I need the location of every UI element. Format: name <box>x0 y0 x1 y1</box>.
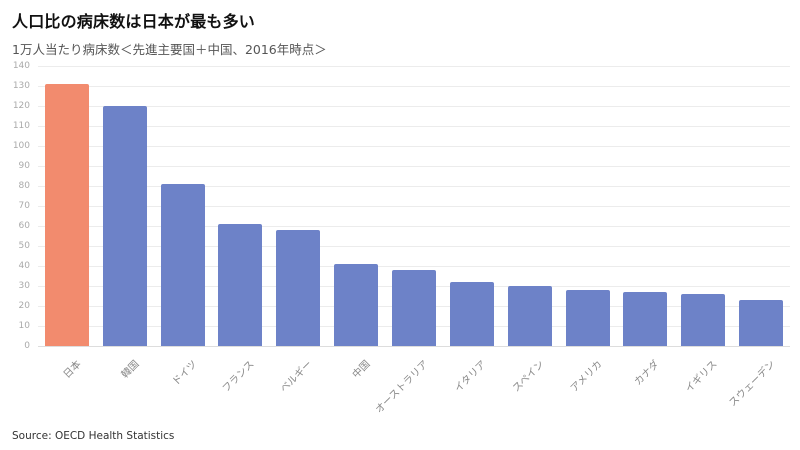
y-axis-tick-label: 100 <box>12 141 30 151</box>
gridline <box>38 146 790 147</box>
chart-footer: Source: OECD Health Statistics <box>12 430 174 442</box>
x-axis-line <box>38 346 790 347</box>
gridline <box>38 86 790 87</box>
gridline <box>38 226 790 227</box>
y-axis-tick-label: 90 <box>18 161 30 171</box>
bar-chart: 0 10 20 30 40 50 60 70 80 90 100 110 120 130 140 日本 韓国 ドイ… <box>0 58 800 418</box>
bar-韓国[interactable] <box>102 106 147 346</box>
chart-header: 人口比の病床数は日本が最も多い 1万人当たり病床数＜先進主要国＋中国、2016年… <box>12 8 788 58</box>
bar-中国[interactable] <box>334 264 379 346</box>
bar-スウェーデン[interactable] <box>739 300 784 346</box>
bar-オーストラリア[interactable] <box>392 270 436 346</box>
bar-イギリス[interactable] <box>681 294 726 346</box>
chart-title: 人口比の病床数は日本が最も多い <box>12 12 256 31</box>
y-axis-tick-label: 50 <box>18 241 30 251</box>
y-axis-tick-label: 110 <box>12 121 30 131</box>
gridline <box>38 126 790 127</box>
gridline <box>38 206 790 207</box>
bar-フランス[interactable] <box>218 224 263 346</box>
y-axis-tick-label: 0 <box>24 341 30 351</box>
gridline <box>38 266 790 267</box>
y-axis-tick-label: 40 <box>18 261 30 271</box>
y-axis-tick-label: 20 <box>18 301 30 311</box>
gridline <box>38 166 790 167</box>
bar-日本[interactable] <box>44 84 89 346</box>
bar-ドイツ[interactable] <box>160 184 205 346</box>
gridline <box>38 246 790 247</box>
bar-ベルギー[interactable] <box>276 230 321 346</box>
bar-イタリア[interactable] <box>449 282 494 346</box>
bar-アメリカ[interactable] <box>565 290 610 346</box>
bar-スペイン[interactable] <box>507 286 552 346</box>
bar-カナダ[interactable] <box>623 292 668 346</box>
y-axis-tick-label: 130 <box>12 81 30 91</box>
y-axis-tick-label: 120 <box>12 101 30 111</box>
gridline <box>38 186 790 187</box>
source-note: Source: OECD Health Statistics <box>12 430 175 442</box>
y-axis-tick-label: 140 <box>12 61 30 71</box>
y-axis-tick-label: 30 <box>18 281 30 291</box>
y-axis-tick-label: 60 <box>18 221 30 231</box>
y-axis-tick-label: 70 <box>18 201 30 211</box>
y-axis-tick-label: 10 <box>18 321 30 331</box>
y-axis-tick-label: 80 <box>18 181 30 191</box>
gridline <box>38 66 790 67</box>
gridline <box>38 106 790 107</box>
chart-subtitle: 1万人当たり病床数＜先進主要国＋中国、2016年時点＞ <box>12 42 327 57</box>
